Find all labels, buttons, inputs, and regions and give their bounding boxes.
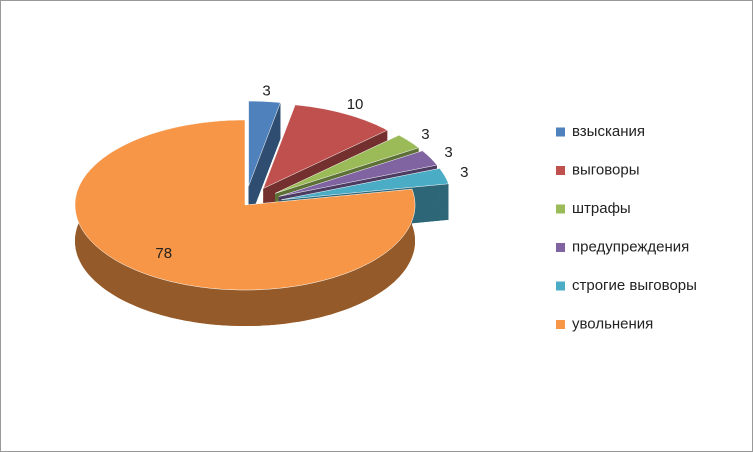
legend-label: увольнения	[572, 315, 653, 332]
legend-swatch	[556, 243, 565, 252]
pie-slice	[74, 119, 416, 291]
pie-slice	[262, 104, 388, 189]
legend-swatch	[556, 166, 565, 175]
data-label: 3	[262, 82, 270, 99]
legend-label: взыскания	[572, 123, 645, 140]
pie-slice	[274, 134, 420, 194]
data-label: 3	[421, 126, 429, 143]
pie-slice	[281, 168, 449, 200]
data-label: 10	[347, 96, 364, 113]
legend-swatch	[556, 320, 565, 329]
legend-label: выговоры	[572, 161, 640, 178]
legend-swatch	[556, 281, 565, 291]
pie-slice	[248, 100, 281, 187]
pie-slice	[278, 150, 438, 197]
legend-swatch	[556, 204, 565, 214]
legend-swatch	[556, 127, 565, 137]
data-label: 3	[460, 164, 468, 181]
data-label: 3	[444, 144, 452, 161]
legend-label: предупреждения	[572, 238, 689, 255]
legend-label: строгие выговоры	[572, 277, 697, 294]
legend-label: штрафы	[572, 200, 631, 217]
data-label: 78	[155, 245, 172, 262]
